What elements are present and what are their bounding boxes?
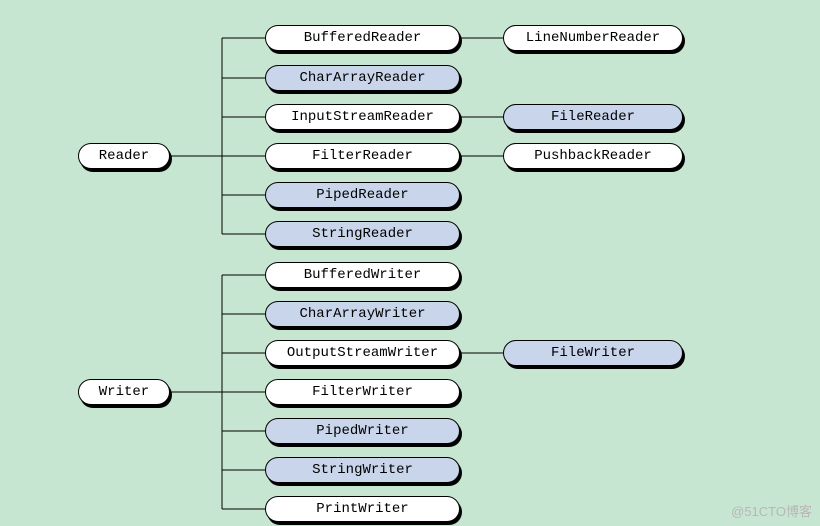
node-printWriter: PrintWriter	[265, 496, 460, 522]
node-writer: Writer	[78, 379, 170, 405]
node-fileReader: FileReader	[503, 104, 683, 130]
node-filterReader: FilterReader	[265, 143, 460, 169]
node-outputStreamWriter: OutputStreamWriter	[265, 340, 460, 366]
node-fileWriter: FileWriter	[503, 340, 683, 366]
node-inputStreamReader: InputStreamReader	[265, 104, 460, 130]
node-stringReader: StringReader	[265, 221, 460, 247]
node-charArrayReader: CharArrayReader	[265, 65, 460, 91]
node-filterWriter: FilterWriter	[265, 379, 460, 405]
node-pipedWriter: PipedWriter	[265, 418, 460, 444]
node-lineNumberReader: LineNumberReader	[503, 25, 683, 51]
node-bufferedReader: BufferedReader	[265, 25, 460, 51]
node-charArrayWriter: CharArrayWriter	[265, 301, 460, 327]
node-bufferedWriter: BufferedWriter	[265, 262, 460, 288]
watermark-text: @51CTO博客	[731, 501, 812, 520]
node-pipedReader: PipedReader	[265, 182, 460, 208]
node-pushbackReader: PushbackReader	[503, 143, 683, 169]
node-stringWriter: StringWriter	[265, 457, 460, 483]
node-reader: Reader	[78, 143, 170, 169]
